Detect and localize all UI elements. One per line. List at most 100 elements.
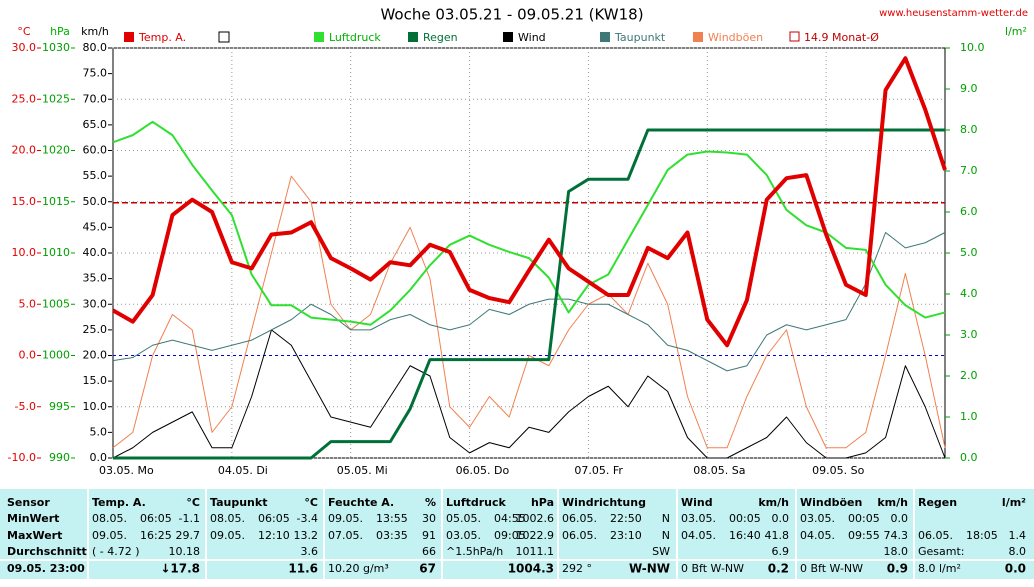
y-tick-label: 20.0 [83, 349, 108, 362]
table-header: Windböen [800, 496, 862, 509]
legend-swatch [600, 32, 610, 42]
table-cell: 1022.9 [516, 529, 555, 542]
table-cell: 09:05 [494, 529, 526, 542]
table-cell: 6.9 [772, 545, 790, 558]
table-cell: 06.05. [918, 529, 953, 542]
table-header: Windrichtung [562, 496, 646, 509]
table-header: Wind [681, 496, 713, 509]
legend-label: Regen [423, 31, 458, 44]
table-cell: 09.05. [92, 529, 127, 542]
y-tick-label: 70.0 [83, 92, 108, 105]
table-cell: 10.18 [169, 545, 201, 558]
table-cell: 04.05. [800, 529, 835, 542]
table-unit: °C [186, 496, 200, 509]
table-cell: 0.0 [1005, 562, 1026, 576]
y-tick-label: 65.0 [83, 118, 108, 131]
legend-swatch [503, 32, 513, 42]
table-cell: 1002.6 [516, 512, 555, 525]
table-cell: 22:50 [610, 512, 642, 525]
y2-tick-label: 5.0 [960, 246, 978, 259]
y-tick-label: 1000 [42, 349, 70, 362]
table-cell: 11.6 [288, 562, 318, 576]
table-header: Taupunkt [210, 496, 267, 509]
y-tick-label: 25.0 [83, 323, 108, 336]
y-tick-label: 1025 [42, 92, 70, 105]
table-cell: 0.0 [891, 512, 909, 525]
y-tick-label: -5.0 [15, 400, 36, 413]
y-tick-label: 15.0 [12, 195, 37, 208]
table-cell: 00:05 [848, 512, 880, 525]
table-cell: N [662, 512, 670, 525]
table-cell: 91 [422, 529, 436, 542]
table-cell: 29.7 [176, 529, 201, 542]
table-cell: 03.05. [446, 529, 481, 542]
x-tick-label: 08.05. Sa [693, 464, 745, 477]
table-cell: 10.20 g/m³ [328, 562, 389, 575]
table-cell: 13:55 [376, 512, 408, 525]
table-cell: 16:40 [729, 529, 761, 542]
table-background [0, 489, 1034, 579]
table-cell: 06:05 [258, 512, 290, 525]
y-tick-label: 995 [49, 400, 70, 413]
legend-label: 14.9 Monat-Ø [804, 31, 879, 44]
table-cell: 12:10 [258, 529, 290, 542]
y-tick-label: 0.0 [19, 349, 37, 362]
table-unit: % [425, 496, 436, 509]
table-cell: 16:25 [140, 529, 172, 542]
table-unit: l/m² [1002, 496, 1026, 509]
y-tick-label: 1030 [42, 41, 70, 54]
table-cell: 1.4 [1009, 529, 1027, 542]
table-cell: 67 [419, 562, 436, 576]
row-label: Durchschnitt [7, 545, 87, 558]
y-tick-label: 15.0 [83, 374, 108, 387]
table-cell: 8.0 l/m² [918, 562, 961, 575]
table-cell: 30 [422, 512, 436, 525]
y2-tick-label: 2.0 [960, 369, 978, 382]
table-cell: N [662, 529, 670, 542]
y2-tick-label: 1.0 [960, 410, 978, 423]
table-unit: hPa [531, 496, 554, 509]
axis-unit: °C [17, 25, 31, 38]
row-label: MinWert [7, 512, 59, 525]
legend-label: Windböen [708, 31, 763, 44]
table-cell: 04.05. [681, 529, 716, 542]
table-cell: 08.05. [92, 512, 127, 525]
chart-title: Woche 03.05.21 - 09.05.21 (KW18) [380, 6, 643, 24]
y-tick-label: 1015 [42, 195, 70, 208]
y2-tick-label: 4.0 [960, 287, 978, 300]
table-cell: 09:55 [848, 529, 880, 542]
source: www.heusenstamm-wetter.de [879, 8, 1028, 19]
table-cell: 0.0 [772, 512, 790, 525]
table-cell: 06:05 [140, 512, 172, 525]
y-tick-label: 35.0 [83, 272, 108, 285]
legend-swatch [789, 31, 800, 42]
legend-label: Taupunkt [614, 31, 666, 44]
table-cell: 292 ° [562, 562, 592, 575]
x-tick-label: 09.05. So [812, 464, 864, 477]
table-header: Regen [918, 496, 957, 509]
y-tick-label: 75.0 [83, 67, 108, 80]
table-cell: 03.05. [681, 512, 716, 525]
y-tick-label: 1005 [42, 297, 70, 310]
axis-unit: l/m² [1005, 25, 1027, 38]
y-tick-label: 40.0 [83, 246, 108, 259]
x-tick-label: 07.05. Fr [574, 464, 623, 477]
y-tick-label: 50.0 [83, 195, 108, 208]
x-tick-label: 04.05. Di [218, 464, 268, 477]
series-line [112, 56, 947, 348]
series-line [112, 232, 946, 372]
y-tick-label: 1020 [42, 144, 70, 157]
table-cell: 09.05. [210, 529, 245, 542]
table-cell: 13.2 [294, 529, 319, 542]
table-cell: 05.05. [446, 512, 481, 525]
y-tick-label: 55.0 [83, 169, 108, 182]
axis-unit: km/h [81, 25, 109, 38]
axis-unit: hPa [50, 25, 70, 38]
table-cell: 18:05 [966, 529, 998, 542]
table-cell: 0 Bft W-NW [681, 562, 744, 575]
table-cell: Gesamt: [918, 545, 965, 558]
y2-tick-label: 6.0 [960, 205, 978, 218]
legend-label: Wind [518, 31, 546, 44]
table-cell: 74.3 [884, 529, 909, 542]
